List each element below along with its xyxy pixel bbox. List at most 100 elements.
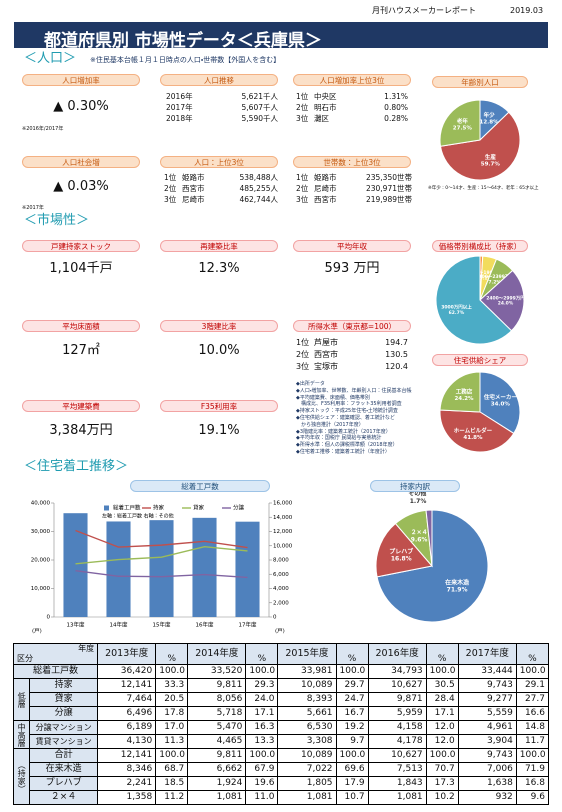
pct-cell: 11.3	[155, 734, 189, 749]
issue: 2019.03	[510, 6, 544, 15]
pct-cell: 16.7	[335, 706, 369, 721]
label-pill: 再建築比率	[160, 240, 278, 252]
slice-label: 工務店	[456, 387, 473, 395]
legend-label: 分譲	[233, 504, 245, 512]
population-value: 5,621千人	[241, 92, 278, 101]
note: ※2017年	[22, 205, 44, 211]
pct-cell: 9.7	[335, 734, 369, 749]
count-cell: 4,961	[457, 720, 517, 735]
note: ※年少：0～14才、生産：15～64才、老年：65才以上	[428, 186, 539, 191]
y2-tick-label: 14,000	[273, 515, 293, 521]
pct-cell: 17.1	[245, 706, 279, 721]
key-value: ▲ 0.03%	[53, 179, 109, 194]
slice-label: 生産	[485, 153, 497, 161]
count-cell: 4,130	[97, 734, 157, 749]
place-name: 中央区	[314, 92, 337, 101]
pie-slice	[479, 269, 525, 332]
rank: 3位	[296, 362, 310, 371]
table-wrap: 年度 区分 2013年度% 2014年度% 2015年度% 2016年度% 2017年度% 総…	[12, 643, 550, 805]
slice-label: 3000万円以上	[441, 304, 472, 311]
pct-cell: 29.3	[245, 678, 279, 693]
table-row: （持家） 合計 12,141 100.0 9,811 100.0 10,089 100.0 10…	[12, 748, 550, 805]
source-line: ◆平均建築費、床面積、価格帯別	[296, 394, 370, 401]
corner-bottom: 区分	[17, 654, 33, 663]
count-cell: 7,513	[367, 762, 427, 777]
label-pill: 年齢別人口	[432, 76, 528, 88]
pct-cell: 16.3	[245, 720, 279, 735]
pct-cell: 100.0	[155, 748, 189, 763]
rank: 2位	[164, 184, 177, 193]
count-cell: 9,871	[367, 692, 427, 707]
x-tick-label: 14年度	[110, 621, 128, 629]
count-cell: 4,178	[367, 734, 427, 749]
label-pill: 平均建築費	[22, 400, 140, 412]
source-line: ◆住宅供給シェア：建築確認、着工統計など	[296, 415, 395, 421]
place-name: 宝塚市	[314, 362, 338, 371]
source-line: ◆所得水準：個人の課税標準額（2018年度）	[296, 442, 398, 449]
count-cell: 5,559	[457, 706, 517, 721]
rank: 2位	[296, 103, 309, 112]
pct-cell: 18.5	[155, 776, 189, 791]
legend-label: 総着工戸数	[113, 504, 141, 512]
place-name: 西宮市	[182, 184, 205, 193]
slice-label: 2000～2399万円	[475, 273, 514, 280]
count-cell: 10,089	[277, 748, 337, 763]
label-pill: 持家内訳	[370, 480, 460, 492]
pct-cell: 11.7	[515, 734, 550, 749]
pct-header: %	[245, 643, 279, 665]
series-line	[75, 570, 248, 579]
pct-cell: 100.0	[335, 664, 369, 679]
x-tick-label: 16年度	[196, 621, 214, 629]
pct-cell: 20.5	[155, 692, 189, 707]
key-value: 12.3%	[198, 261, 240, 276]
y2-tick-label: 2,000	[273, 600, 289, 606]
row-label: ２×４	[29, 790, 99, 805]
series-line	[75, 529, 248, 549]
pct-cell: 19.6	[245, 776, 279, 791]
key-value: 593 万円	[324, 261, 380, 276]
pie-slice	[425, 509, 433, 567]
table-row: 在来木造 8,346 68.7 6,662 67.9 7,022 69.6 7,513 70.7…	[14, 762, 550, 777]
pct-cell: 33.3	[155, 678, 189, 693]
group-cell: 中高層	[12, 720, 31, 749]
label-pill: 人口社会増	[22, 156, 140, 168]
pct-cell: 10.2	[425, 790, 459, 805]
rank-value: 0.80%	[384, 103, 408, 112]
x-tick-label: 17年度	[239, 621, 257, 629]
year-header: 2015年度	[277, 643, 337, 665]
x-tick-label: 15年度	[153, 621, 171, 629]
population-value: 5,590千人	[241, 114, 278, 123]
count-cell: 8,393	[277, 692, 337, 707]
count-cell: 5,661	[277, 706, 337, 721]
row-label: 分譲マンション	[29, 720, 99, 735]
year-header: 2013年度	[97, 643, 157, 665]
count-cell: 34,793	[367, 664, 427, 679]
source-line: ◆平均年収：国税庁 民間給与実態統計	[296, 435, 382, 442]
legend-swatch	[104, 505, 109, 511]
slice-label: その他	[408, 490, 426, 498]
row-label: 在来木造	[29, 762, 99, 777]
pct-cell: 71.9	[515, 762, 550, 777]
group-label: （持家）	[17, 760, 27, 793]
slice-value: 5.1%	[479, 275, 492, 281]
slice-value: 71.9%	[447, 587, 468, 594]
group-cell: （持家）	[12, 748, 31, 805]
count-cell: 7,006	[457, 762, 517, 777]
place-name: 明石市	[314, 103, 337, 112]
rank: 1位	[296, 92, 309, 101]
count-cell: 7,022	[277, 762, 337, 777]
key-value: 10.0%	[198, 343, 240, 358]
rank-value: 1.31%	[384, 92, 408, 101]
rank-value: 538,488人	[239, 173, 278, 182]
key-value: 3,384万円	[49, 423, 113, 438]
pct-cell: 19.2	[335, 720, 369, 735]
pct-cell: 29.1	[515, 678, 550, 693]
place-name: 西宮市	[314, 350, 338, 359]
count-cell: 1,843	[367, 776, 427, 791]
pct-cell: 17.1	[425, 706, 459, 721]
count-cell: 33,444	[457, 664, 517, 679]
place-name: 尼崎市	[314, 184, 337, 193]
note: ※2016年/2017年	[22, 126, 64, 132]
y2-tick-label: 6,000	[273, 572, 289, 578]
